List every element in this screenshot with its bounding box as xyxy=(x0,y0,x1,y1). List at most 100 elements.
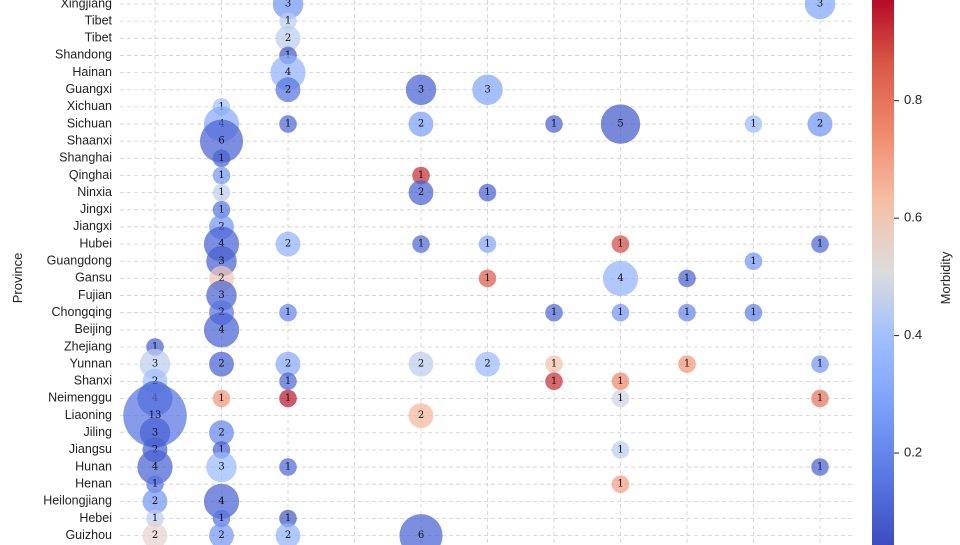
bubble xyxy=(405,74,437,105)
bubble xyxy=(279,372,297,391)
bubble-label: 1 xyxy=(218,204,224,215)
bubble-label: 1 xyxy=(484,273,490,284)
y-tick-label: Hunan xyxy=(75,459,112,473)
y-tick-label: Henan xyxy=(75,476,112,490)
bubble xyxy=(744,303,763,322)
bubble-label: 1 xyxy=(750,119,756,130)
bubble-label: 4 xyxy=(285,67,291,78)
bubble-label: 3 xyxy=(218,290,224,301)
bubble xyxy=(611,475,630,494)
bubble xyxy=(408,180,434,206)
bubble-label: 2 xyxy=(285,359,291,370)
bubbles: 3312142331412151261111211242111131214132… xyxy=(123,0,836,545)
bubble xyxy=(545,372,563,391)
bubble-label: 2 xyxy=(218,273,224,284)
bubble-label: 2 xyxy=(418,119,424,130)
bubble xyxy=(275,351,301,377)
y-tick-label: Tibet xyxy=(85,31,113,45)
bubble xyxy=(212,183,231,202)
bubble xyxy=(611,389,630,408)
bubble-label: 1 xyxy=(218,170,224,181)
colorbar-label: Morbidity xyxy=(938,251,953,304)
bubble xyxy=(811,235,829,253)
y-tick-labels: Xingjiang Tibet Tibet Shandong Hainan Guangxi… xyxy=(43,0,112,542)
bubble-label: 1 xyxy=(750,307,756,318)
y-tick-label: Xichuan xyxy=(67,99,112,113)
bubble-label: 1 xyxy=(750,256,756,267)
y-tick-label: Beijing xyxy=(74,322,112,336)
bubble xyxy=(209,420,234,446)
bubble-label: 1 xyxy=(617,479,623,490)
bubble-label: 1 xyxy=(551,119,557,130)
bubble-label: 1 xyxy=(418,170,424,181)
bubble xyxy=(212,509,231,528)
bubble-label: 3 xyxy=(484,84,490,95)
y-tick-label: Guangxi xyxy=(65,82,112,96)
bubble-label: 1 xyxy=(551,307,557,318)
bubble-label: 1 xyxy=(285,119,291,130)
bubble-label: 2 xyxy=(418,359,424,370)
bubble-label: 4 xyxy=(218,324,224,335)
y-tick-label: Shanxi xyxy=(74,374,112,388)
bubble-label: 1 xyxy=(551,376,557,387)
bubble xyxy=(212,166,231,185)
y-tick-label: Hainan xyxy=(72,65,112,79)
bubble xyxy=(279,509,297,528)
bubble xyxy=(279,303,297,322)
bubble xyxy=(602,260,639,296)
y-tick-label: Shandong xyxy=(55,48,112,62)
bubble-label: 1 xyxy=(218,187,224,198)
bubble xyxy=(600,104,641,144)
bubble xyxy=(804,0,836,20)
bubble xyxy=(678,303,696,322)
bubble-label: 2 xyxy=(285,84,291,95)
bubble-label: 2 xyxy=(484,359,490,370)
bubble-label: 2 xyxy=(152,496,158,507)
bubble-label: 1 xyxy=(285,513,291,524)
bubble xyxy=(478,235,497,253)
bubble-label: 1 xyxy=(484,239,490,250)
bubble-label: 1 xyxy=(285,393,291,404)
bubble-label: 4 xyxy=(152,462,158,473)
y-tick-label: Sichuan xyxy=(67,116,112,130)
bubble xyxy=(146,475,164,494)
bubble-label: 1 xyxy=(418,239,424,250)
y-tick-label: Yunnan xyxy=(70,356,112,370)
y-tick-label: Qinghai xyxy=(69,168,112,182)
bubble-label: 1 xyxy=(152,513,158,524)
bubble-label: 1 xyxy=(617,239,623,250)
bubble-label: 1 xyxy=(817,239,823,250)
bubble-label: 1 xyxy=(484,187,490,198)
bubble xyxy=(275,523,301,545)
bubble xyxy=(478,183,497,202)
bubble-label: 3 xyxy=(152,359,158,370)
bubble xyxy=(545,115,563,133)
y-tick-label: Xingjiang xyxy=(61,0,112,10)
bubble xyxy=(678,355,696,373)
bubble xyxy=(203,483,240,519)
y-tick-label: Jiling xyxy=(84,425,113,439)
bubble xyxy=(807,111,833,137)
bubble-label: 1 xyxy=(285,307,291,318)
bubble-label: 13 xyxy=(149,410,162,421)
bubble-label: 4 xyxy=(218,239,224,250)
bubble xyxy=(275,231,301,257)
bubble-label: 3 xyxy=(285,0,291,10)
y-tick-label: Hubei xyxy=(79,236,112,250)
colorbar: 0.2 0.4 0.6 0.8 xyxy=(872,0,922,545)
bubble-label: 2 xyxy=(418,187,424,198)
bubble xyxy=(408,403,434,429)
bubble-label: 2 xyxy=(418,410,424,421)
bubble-label: 2 xyxy=(817,119,823,130)
y-axis-label: Province xyxy=(10,253,25,304)
bubble xyxy=(678,269,696,288)
bubble xyxy=(611,441,630,459)
bubble xyxy=(545,303,563,322)
bubble-label: 1 xyxy=(617,444,623,455)
bubble xyxy=(472,74,503,105)
bubble-label: 1 xyxy=(684,273,690,284)
bubble-label: 3 xyxy=(218,256,224,267)
bubble xyxy=(475,351,500,377)
y-tick-label: Ninxia xyxy=(77,185,112,199)
bubble-label: 1 xyxy=(218,444,224,455)
